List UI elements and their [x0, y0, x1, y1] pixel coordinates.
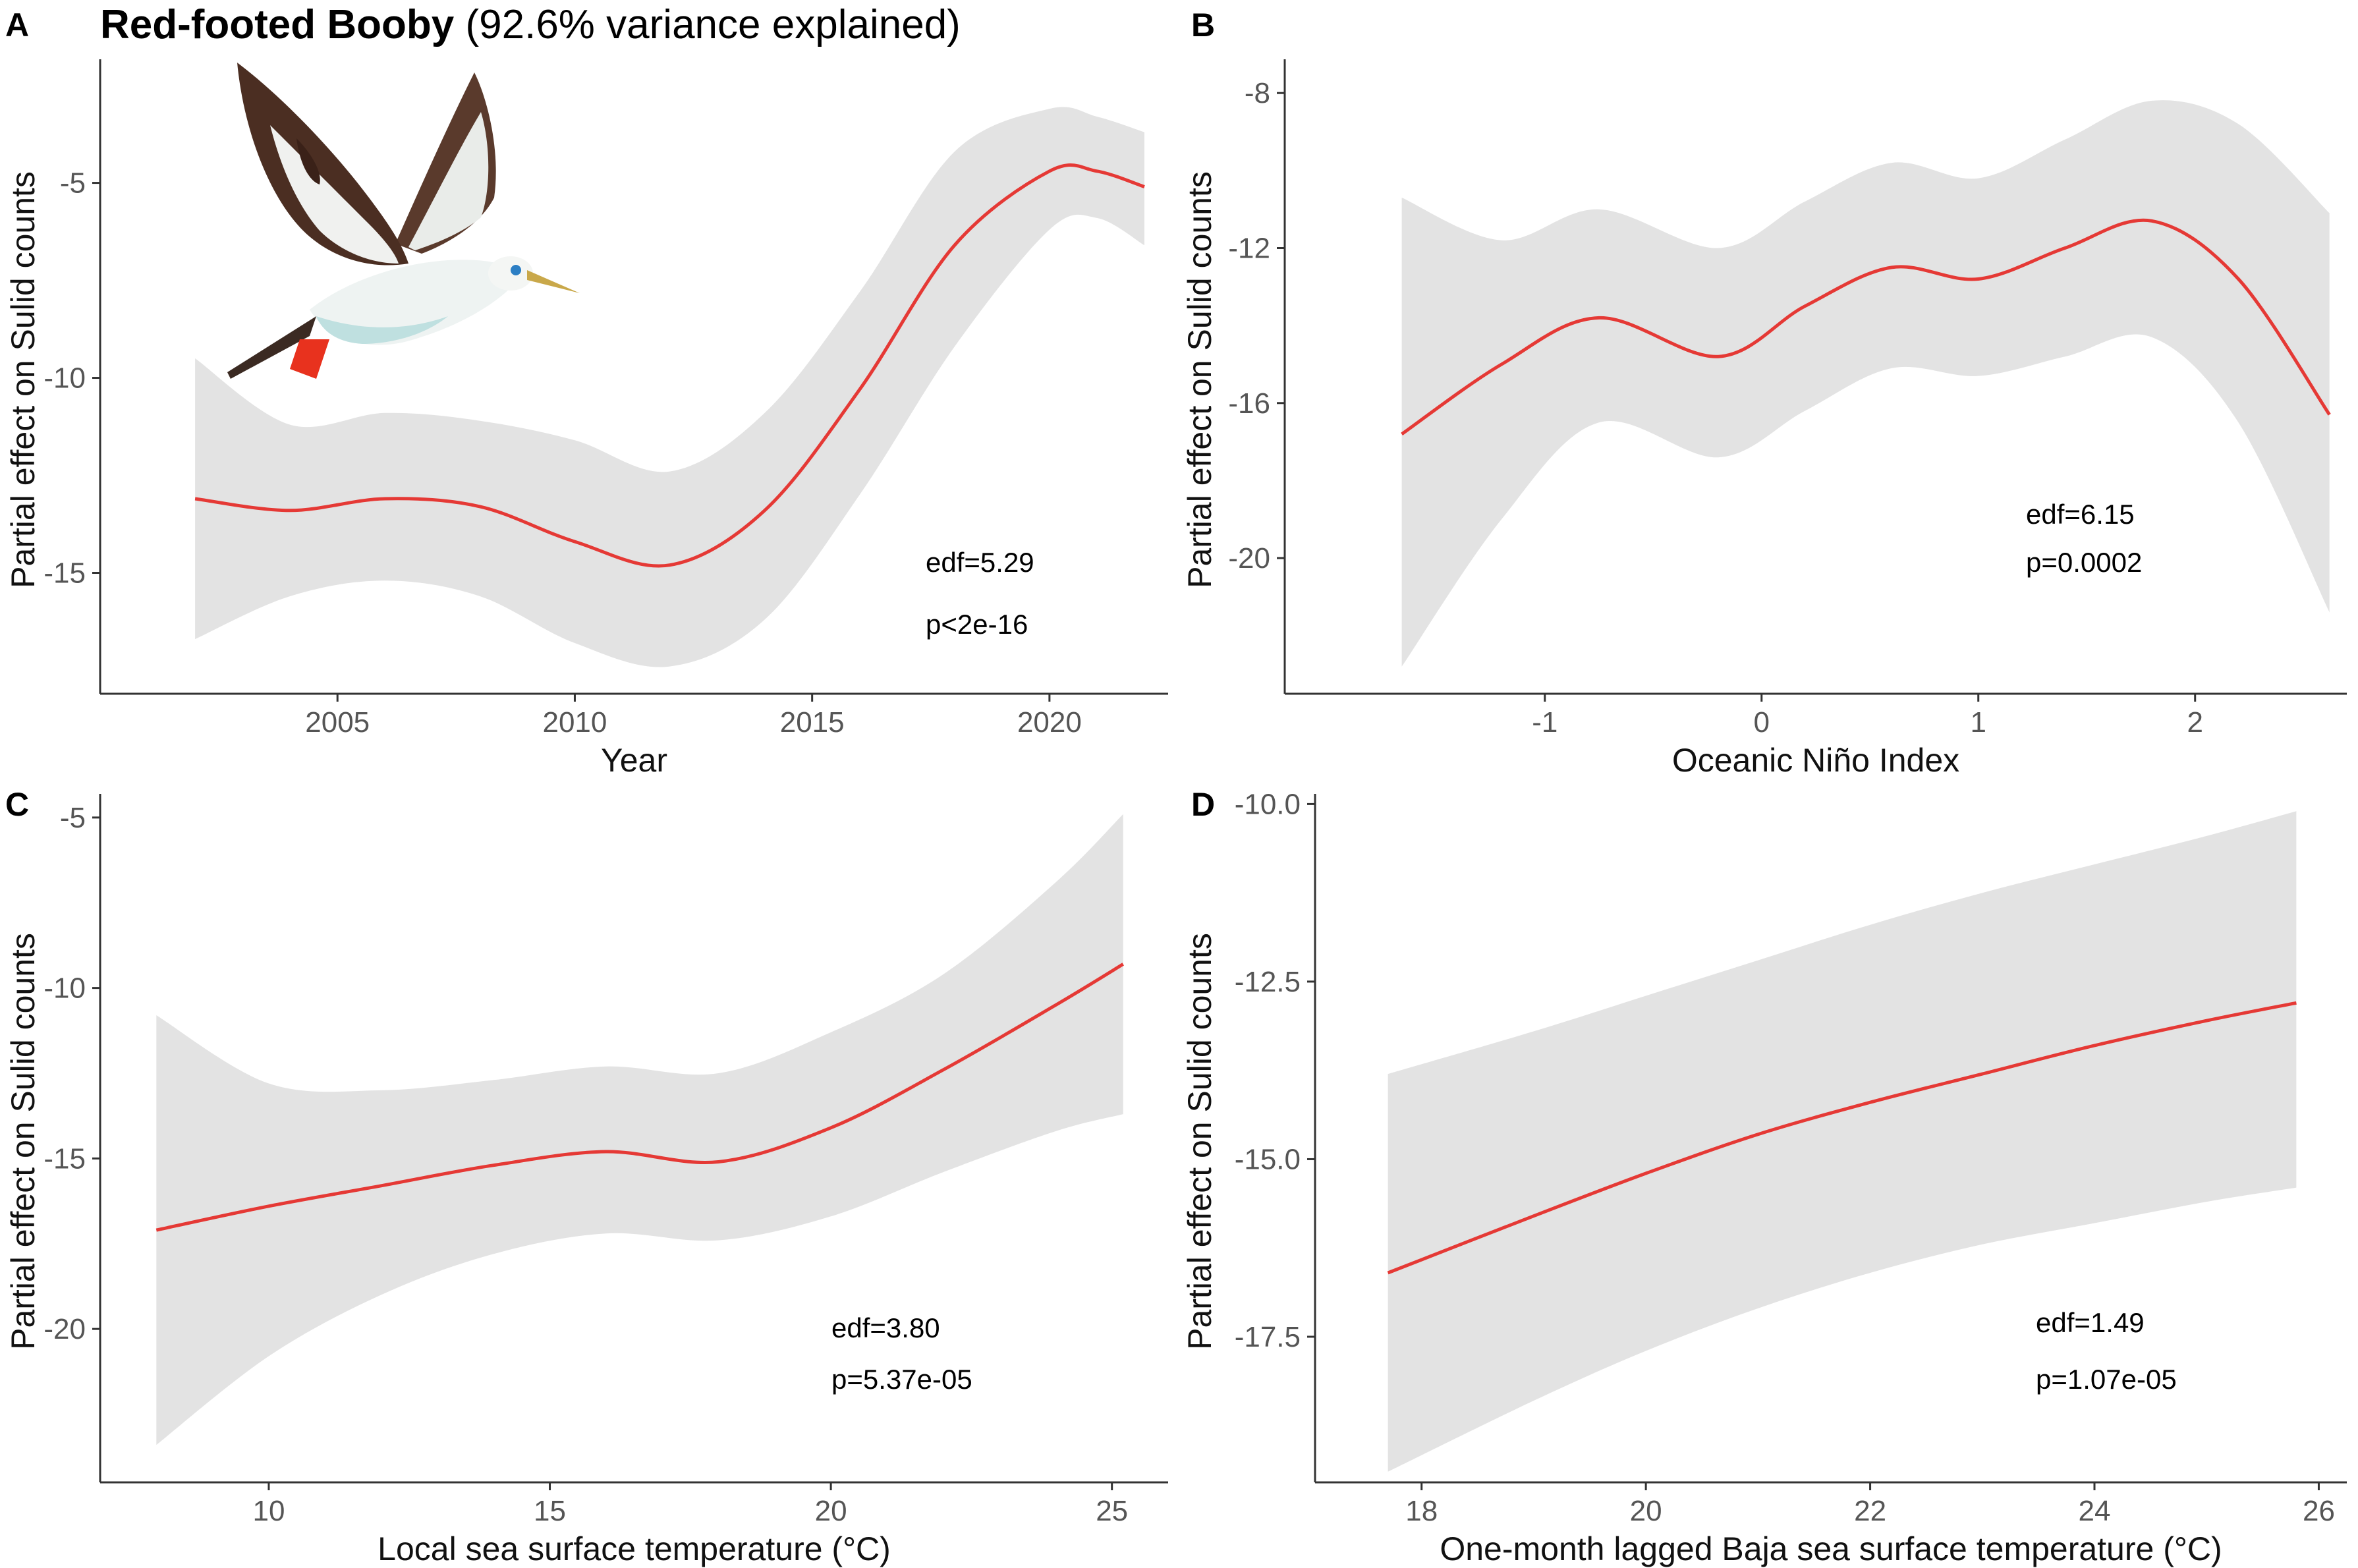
x-tick-label: 2005	[305, 706, 370, 739]
edf-annotation: edf=1.49	[2036, 1307, 2145, 1338]
x-tick-label: 1	[1970, 706, 1986, 739]
smooth-line-b	[1401, 218, 2331, 435]
bird-body	[310, 260, 520, 345]
bird-belly	[316, 316, 448, 344]
y-tick-label: -15.0	[1235, 1143, 1301, 1175]
panel-c: 10 15 20 25 -20 -15 -10 -5 Local sea surface tem…	[5, 786, 1168, 1567]
x-tick-label: 25	[1096, 1495, 1128, 1527]
smooth-line-a	[194, 163, 1145, 568]
y-tick-label: -12	[1228, 232, 1270, 264]
x-tick-label: 2	[2187, 706, 2203, 739]
x-tick-label: 20	[1630, 1495, 1662, 1527]
bird-head	[488, 256, 533, 291]
bird-back-wing-white	[408, 112, 489, 250]
x-tick-label: 26	[2303, 1495, 2335, 1527]
y-tick-label: -16	[1228, 387, 1270, 420]
x-tick-label: 18	[1405, 1495, 1438, 1527]
panel-a: 2005 2010 2015 2020 -15 -10 -5 Year Partial effe…	[5, 7, 1168, 779]
red-footed-booby-illustration	[227, 63, 580, 379]
x-axis-title: One-month lagged Baja sea surface temper…	[1440, 1530, 2222, 1567]
confidence-band-c	[156, 814, 1123, 1445]
edf-annotation: edf=3.80	[831, 1312, 940, 1343]
y-tick-label: -15	[43, 1142, 86, 1175]
y-tick-label: -8	[1245, 77, 1270, 109]
x-tick-label: 10	[252, 1495, 285, 1527]
x-tick-label: 2010	[542, 706, 607, 739]
confidence-band-a	[195, 107, 1145, 667]
bird-wing-patch	[296, 138, 320, 184]
panel-letter: B	[1191, 7, 1215, 43]
x-tick-label: -1	[1532, 706, 1558, 739]
x-axis-title: Year	[601, 742, 667, 779]
edf-annotation: edf=5.29	[926, 547, 1034, 578]
p-value-annotation: p<2e-16	[926, 609, 1028, 640]
panel-letter: D	[1191, 786, 1215, 823]
x-tick-label: 20	[815, 1495, 847, 1527]
y-tick-label: -20	[43, 1313, 86, 1345]
p-value-annotation: p=0.0002	[2026, 547, 2142, 578]
edf-annotation: edf=6.15	[2026, 499, 2135, 530]
bird-red-foot	[290, 339, 329, 379]
panel-letter: A	[5, 7, 29, 43]
x-tick-label: 22	[1854, 1495, 1886, 1527]
y-tick-label: -12.5	[1235, 966, 1301, 998]
y-tick-label: -17.5	[1235, 1321, 1301, 1353]
x-tick-label: 2015	[780, 706, 845, 739]
x-tick-label: 24	[2079, 1495, 2111, 1527]
y-tick-label: -10	[43, 972, 86, 1005]
panel-b: -1 0 1 2 -20 -16 -12 -8 Oceanic Niño Index Partia…	[1181, 7, 2347, 779]
y-tick-label: -15	[43, 557, 86, 590]
y-axis-title: Partial effect on Sulid counts	[5, 933, 42, 1350]
y-tick-label: -20	[1228, 542, 1270, 574]
bird-front-wing	[237, 63, 408, 266]
p-value-annotation: p=1.07e-05	[2036, 1364, 2177, 1395]
panel-letter: C	[5, 786, 29, 823]
bird-beak	[527, 270, 580, 293]
y-tick-label: -10	[43, 362, 86, 395]
y-axis-title: Partial effect on Sulid counts	[5, 171, 42, 588]
confidence-band-b	[1401, 100, 2330, 667]
x-tick-label: 0	[1754, 706, 1770, 739]
x-tick-label: 2020	[1017, 706, 1082, 739]
y-axis-title: Partial effect on Sulid counts	[1181, 933, 1218, 1350]
bird-tail	[227, 316, 316, 379]
x-tick-label: 15	[534, 1495, 566, 1527]
figure-title-rest: (92.6% variance explained)	[454, 2, 961, 47]
confidence-band-d	[1388, 811, 2297, 1472]
smooth-line-d	[1387, 1001, 2297, 1275]
x-axis-title: Oceanic Niño Index	[1672, 742, 1959, 779]
x-axis-title: Local sea surface temperature (°C)	[378, 1530, 891, 1567]
figure-title: Red-footed Booby (92.6% variance explain…	[100, 2, 961, 47]
p-value-annotation: p=5.37e-05	[831, 1364, 972, 1395]
y-tick-label: -5	[60, 802, 86, 834]
bird-eye	[511, 265, 521, 275]
smooth-line-c	[155, 963, 1125, 1232]
y-axis-title: Partial effect on Sulid counts	[1181, 171, 1218, 588]
figure-title-bold: Red-footed Booby	[100, 2, 455, 47]
panel-d: 18 20 22 24 26 -17.5 -15.0 -12.5 -10.0 One-month …	[1181, 786, 2347, 1567]
y-tick-label: -10.0	[1235, 788, 1301, 820]
y-tick-label: -5	[60, 167, 86, 200]
